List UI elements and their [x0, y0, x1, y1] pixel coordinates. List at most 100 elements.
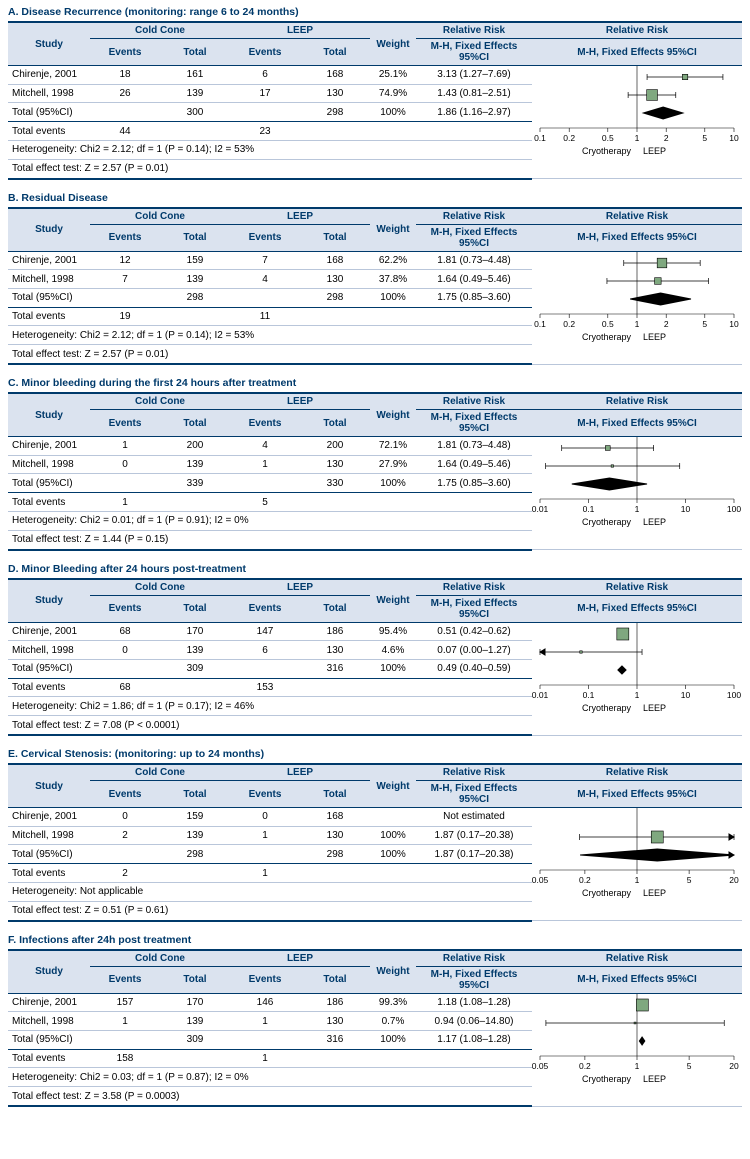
svg-text:0.05: 0.05	[532, 875, 549, 885]
lp-events	[230, 474, 300, 493]
h-rr: Relative Risk	[416, 764, 532, 781]
table-row: Chirenje, 2001 1 200 4 200 72.1% 1.81 (0…	[8, 437, 742, 456]
study-name: Total (95%CI)	[8, 103, 90, 122]
h-weight: Weight	[370, 950, 416, 994]
cc-total: 309	[160, 659, 230, 678]
panel-title: C. Minor bleeding during the first 24 ho…	[8, 377, 742, 389]
forest-table: Study Cold Cone LEEP Weight Relative Ris…	[8, 207, 742, 366]
panel-F: F. Infections after 24h post treatment S…	[8, 934, 742, 1108]
h-rr: Relative Risk	[416, 22, 532, 39]
cc-total: 339	[160, 474, 230, 493]
rr-text: 1.81 (0.73–4.48)	[416, 251, 532, 270]
forest-plot: 0.10.20.512510CryotherapyLEEP	[532, 66, 742, 179]
h-total: Total	[160, 39, 230, 66]
h-events: Events	[230, 595, 300, 622]
cc-events	[90, 103, 160, 122]
svg-text:0.1: 0.1	[583, 504, 595, 514]
svg-text:0.2: 0.2	[579, 875, 591, 885]
weight: 37.8%	[370, 270, 416, 289]
h-events: Events	[90, 595, 160, 622]
weight: 25.1%	[370, 66, 416, 85]
lp-events: 147	[230, 622, 300, 641]
weight: 100%	[370, 288, 416, 307]
h-rr: Relative Risk	[416, 393, 532, 410]
h-rr-plot: Relative Risk	[532, 579, 742, 596]
rr-text: Not estimated	[416, 808, 532, 827]
cc-total: 170	[160, 622, 230, 641]
cc-total: 139	[160, 455, 230, 474]
h-coldcone: Cold Cone	[90, 764, 230, 781]
weight	[370, 808, 416, 827]
svg-text:10: 10	[681, 504, 691, 514]
h-total: Total	[160, 966, 230, 993]
svg-text:1: 1	[635, 319, 640, 329]
lp-events	[230, 103, 300, 122]
weight: 100%	[370, 474, 416, 493]
lp-total: 200	[300, 437, 370, 456]
h-events: Events	[230, 966, 300, 993]
panel-C: C. Minor bleeding during the first 24 ho…	[8, 377, 742, 551]
lp-events: 4	[230, 437, 300, 456]
study-name: Chirenje, 2001	[8, 622, 90, 641]
h-rrci-plot: M-H, Fixed Effects 95%CI	[532, 224, 742, 251]
cc-events	[90, 659, 160, 678]
weight: 100%	[370, 826, 416, 845]
rr-text: 1.87 (0.17–20.38)	[416, 826, 532, 845]
lp-events: 7	[230, 251, 300, 270]
cc-total: 309	[160, 1030, 230, 1049]
cc-events: 18	[90, 66, 160, 85]
h-rr-plot: Relative Risk	[532, 950, 742, 967]
svg-text:5: 5	[687, 875, 692, 885]
svg-text:1: 1	[635, 133, 640, 143]
study-name: Mitchell, 1998	[8, 270, 90, 289]
lp-events: 4	[230, 270, 300, 289]
cc-total: 139	[160, 1012, 230, 1031]
rr-text: 0.49 (0.40–0.59)	[416, 659, 532, 678]
cc-events: 1	[90, 437, 160, 456]
svg-text:10: 10	[729, 319, 739, 329]
cc-events: 157	[90, 993, 160, 1012]
svg-text:0.01: 0.01	[532, 690, 549, 700]
panel-title: B. Residual Disease	[8, 192, 742, 204]
study-name: Mitchell, 1998	[8, 84, 90, 103]
svg-text:1: 1	[635, 1061, 640, 1071]
lp-total: 130	[300, 1012, 370, 1031]
cc-events	[90, 845, 160, 864]
svg-text:Cryotherapy: Cryotherapy	[582, 888, 632, 898]
cc-events: 2	[90, 826, 160, 845]
h-total: Total	[300, 781, 370, 808]
study-name: Total (95%CI)	[8, 659, 90, 678]
table-row: Chirenje, 2001 12 159 7 168 62.2% 1.81 (…	[8, 251, 742, 270]
forest-plot: 0.10.20.512510CryotherapyLEEP	[532, 251, 742, 364]
cc-total: 161	[160, 66, 230, 85]
h-events: Events	[90, 966, 160, 993]
forest-table: Study Cold Cone LEEP Weight Relative Ris…	[8, 763, 742, 922]
forest-plot: 0.010.1110100CryotherapyLEEP	[532, 437, 742, 550]
study-name: Total (95%CI)	[8, 474, 90, 493]
study-name: Mitchell, 1998	[8, 641, 90, 660]
rr-text: 0.51 (0.42–0.62)	[416, 622, 532, 641]
h-leep: LEEP	[230, 22, 370, 39]
h-rr: Relative Risk	[416, 579, 532, 596]
h-rr: Relative Risk	[416, 208, 532, 225]
cc-total: 300	[160, 103, 230, 122]
rr-text: 1.64 (0.49–5.46)	[416, 455, 532, 474]
svg-text:Cryotherapy: Cryotherapy	[582, 332, 632, 342]
rr-text: 1.86 (1.16–2.97)	[416, 103, 532, 122]
h-rrci: M-H, Fixed Effects 95%CI	[416, 39, 532, 66]
rr-text: 1.87 (0.17–20.38)	[416, 845, 532, 864]
study-name: Mitchell, 1998	[8, 826, 90, 845]
cc-events	[90, 288, 160, 307]
forest-table: Study Cold Cone LEEP Weight Relative Ris…	[8, 21, 742, 180]
table-row: Chirenje, 2001 18 161 6 168 25.1% 3.13 (…	[8, 66, 742, 85]
forest-plot-figure: A. Disease Recurrence (monitoring: range…	[8, 6, 742, 1107]
cc-total: 159	[160, 808, 230, 827]
lp-events: 6	[230, 66, 300, 85]
h-events: Events	[90, 39, 160, 66]
weight: 95.4%	[370, 622, 416, 641]
h-rrci-plot: M-H, Fixed Effects 95%CI	[532, 781, 742, 808]
cc-events: 68	[90, 622, 160, 641]
h-total: Total	[300, 966, 370, 993]
svg-text:Cryotherapy: Cryotherapy	[582, 703, 632, 713]
cc-events: 0	[90, 808, 160, 827]
